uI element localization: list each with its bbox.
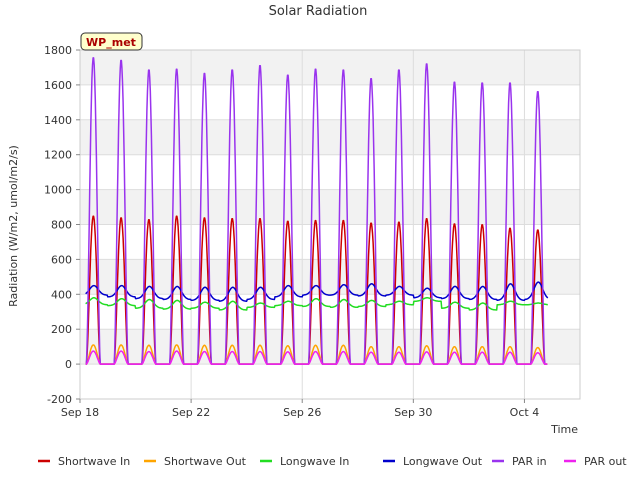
station-badge: WP_met — [80, 32, 143, 51]
axes: -200 0 200 400 600 800 1000 1200 1400 1600 1800 Sep… — [44, 44, 581, 419]
y-tick-label: 800 — [51, 219, 72, 232]
y-tick-label: 1000 — [44, 184, 72, 197]
chart-title: Solar Radiation — [269, 4, 368, 19]
series-line-longwave-out — [85, 281, 549, 302]
series-line-longwave-in — [85, 297, 548, 311]
x-tick-label: Sep 18 — [61, 406, 99, 419]
y-tick-label: 0 — [65, 358, 72, 371]
y-tick-label: 400 — [51, 288, 72, 301]
y-tick-label: 1200 — [44, 149, 72, 162]
legend: Shortwave In Shortwave Out Longwave In Long… — [38, 455, 627, 468]
legend-item: Longwave In — [260, 455, 349, 468]
x-tick-label: Sep 22 — [172, 406, 210, 419]
legend-label: PAR in — [512, 455, 547, 468]
plot-band — [80, 119, 580, 155]
y-tick-label: 600 — [51, 253, 72, 266]
series-line-par-out — [85, 350, 548, 365]
plot-band — [80, 189, 580, 225]
x-tick-label: Oct 4 — [510, 406, 540, 419]
series-layer — [85, 57, 549, 365]
plot-band — [80, 259, 580, 295]
x-tick-label: Sep 30 — [394, 406, 432, 419]
y-tick-label: 1800 — [44, 44, 72, 57]
legend-label: Longwave Out — [403, 455, 483, 468]
legend-item: Shortwave Out — [144, 455, 247, 468]
x-tick-label: Sep 26 — [283, 406, 321, 419]
y-tick-label: 200 — [51, 323, 72, 336]
station-badge-label: WP_met — [86, 36, 136, 49]
y-tick-label: 1600 — [44, 79, 72, 92]
x-axis-label: Time — [550, 423, 578, 436]
series-line-par-in — [85, 57, 548, 365]
legend-label: Shortwave Out — [164, 455, 247, 468]
y-tick-label: 1400 — [44, 114, 72, 127]
y-tick-label: -200 — [47, 393, 72, 406]
y-axis-label: Radiation (W/m2, umol/m2/s) — [7, 145, 20, 307]
legend-item: PAR out — [564, 455, 627, 468]
legend-item: Shortwave In — [38, 455, 130, 468]
legend-label: PAR out — [584, 455, 627, 468]
legend-item: PAR in — [492, 455, 547, 468]
plot-band — [80, 329, 580, 365]
legend-item: Longwave Out — [383, 455, 483, 468]
plot-band — [80, 50, 580, 85]
legend-label: Longwave In — [280, 455, 349, 468]
legend-label: Shortwave In — [58, 455, 130, 468]
